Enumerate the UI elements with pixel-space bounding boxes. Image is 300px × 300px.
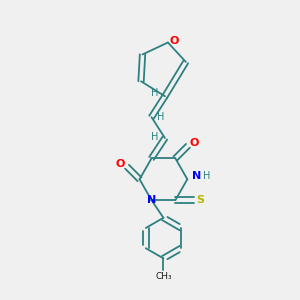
Text: CH₃: CH₃ [155,272,172,281]
Text: H: H [151,132,158,142]
Text: S: S [196,195,205,205]
Text: H: H [151,88,158,98]
Text: N: N [147,195,156,205]
Text: H: H [158,112,165,122]
Text: O: O [116,159,125,169]
Text: H: H [203,171,210,181]
Text: O: O [170,36,179,46]
Text: O: O [190,138,199,148]
Text: N: N [192,171,202,181]
